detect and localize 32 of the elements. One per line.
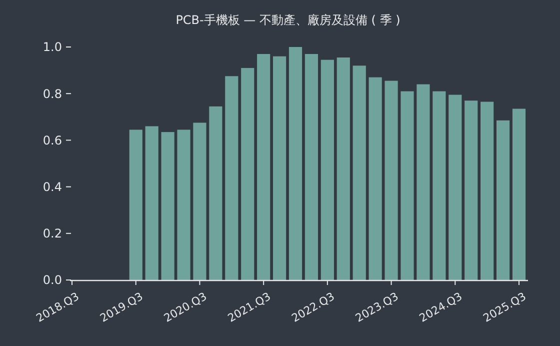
bar xyxy=(464,100,478,280)
bar xyxy=(336,57,350,280)
bar xyxy=(512,108,526,280)
bar xyxy=(209,106,222,280)
bar xyxy=(432,91,446,280)
bar xyxy=(257,54,270,280)
bar xyxy=(225,76,238,280)
bar xyxy=(304,54,318,280)
y-tick-label: 1.0 xyxy=(42,40,62,54)
bar xyxy=(352,66,366,280)
y-tick-label: 0.8 xyxy=(42,86,62,101)
bar xyxy=(145,126,158,280)
bar xyxy=(129,130,142,280)
bar xyxy=(241,68,254,280)
y-tick-label: 0.6 xyxy=(42,133,62,148)
bar xyxy=(272,56,286,280)
bar xyxy=(320,60,334,280)
bar xyxy=(480,102,494,280)
bar xyxy=(384,80,398,280)
y-tick-label: 0.4 xyxy=(42,180,62,194)
bar xyxy=(161,132,174,280)
bar xyxy=(177,130,190,280)
y-tick-label: 0.0 xyxy=(42,273,62,288)
bar xyxy=(193,122,206,280)
bar xyxy=(416,84,430,280)
chart-title: PCB-手機板 — 不動產、廠房及設備 ( 季 ) xyxy=(176,13,400,27)
bar xyxy=(496,120,510,280)
bar xyxy=(368,77,382,280)
bar xyxy=(288,47,302,280)
bar xyxy=(448,94,462,280)
bar xyxy=(400,91,414,280)
y-tick-label: 0.2 xyxy=(42,226,62,241)
